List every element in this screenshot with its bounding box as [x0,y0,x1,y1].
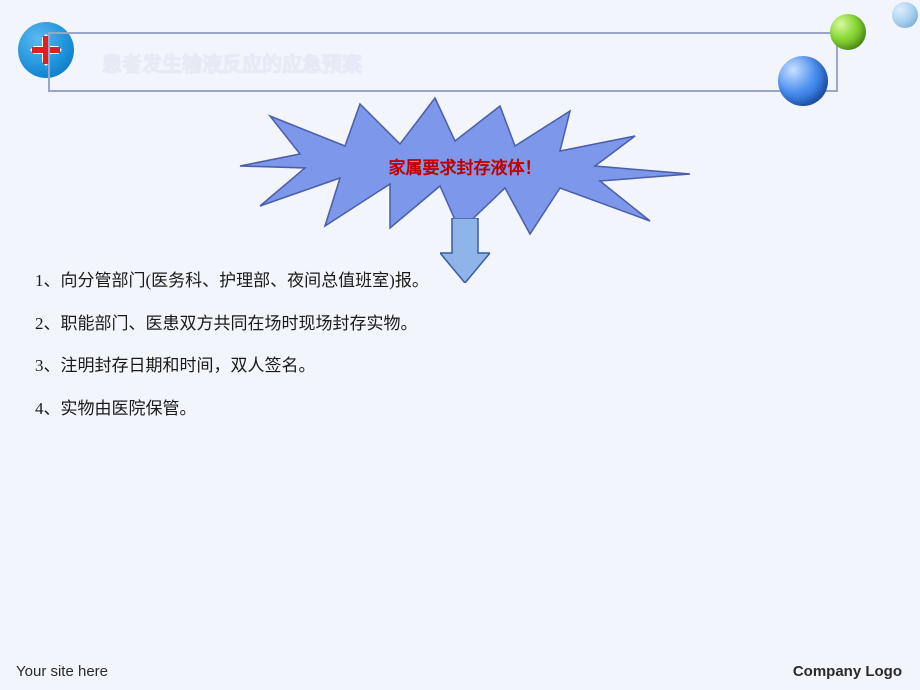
arrow-down-icon [440,218,490,283]
burst-callout: 家属要求封存液体！ [230,96,700,236]
sphere-blue-large-icon [778,56,828,106]
footer-right: Company Logo [793,663,902,680]
list-item: 2、职能部门、医患双方共同在场时现场封存实物。 [35,303,429,346]
content-list: 1、向分管部门(医务科、护理部、夜间总值班室)报。 2、职能部门、医患双方共同在… [35,260,429,430]
list-item: 1、向分管部门(医务科、护理部、夜间总值班室)报。 [35,260,429,303]
down-arrow [440,218,490,283]
page-title: 患者发生输液反应的应急预案 [102,48,362,77]
page-title-box: 患者发生输液反应的应急预案 [48,32,838,92]
sphere-green-icon [830,14,866,50]
sphere-blue-small-icon [892,2,918,28]
footer-left: Your site here [16,663,108,680]
burst-text: 家属要求封存液体！ [389,154,542,179]
list-item: 3、注明封存日期和时间，双人签名。 [35,345,429,388]
list-item: 4、实物由医院保管。 [35,388,429,431]
